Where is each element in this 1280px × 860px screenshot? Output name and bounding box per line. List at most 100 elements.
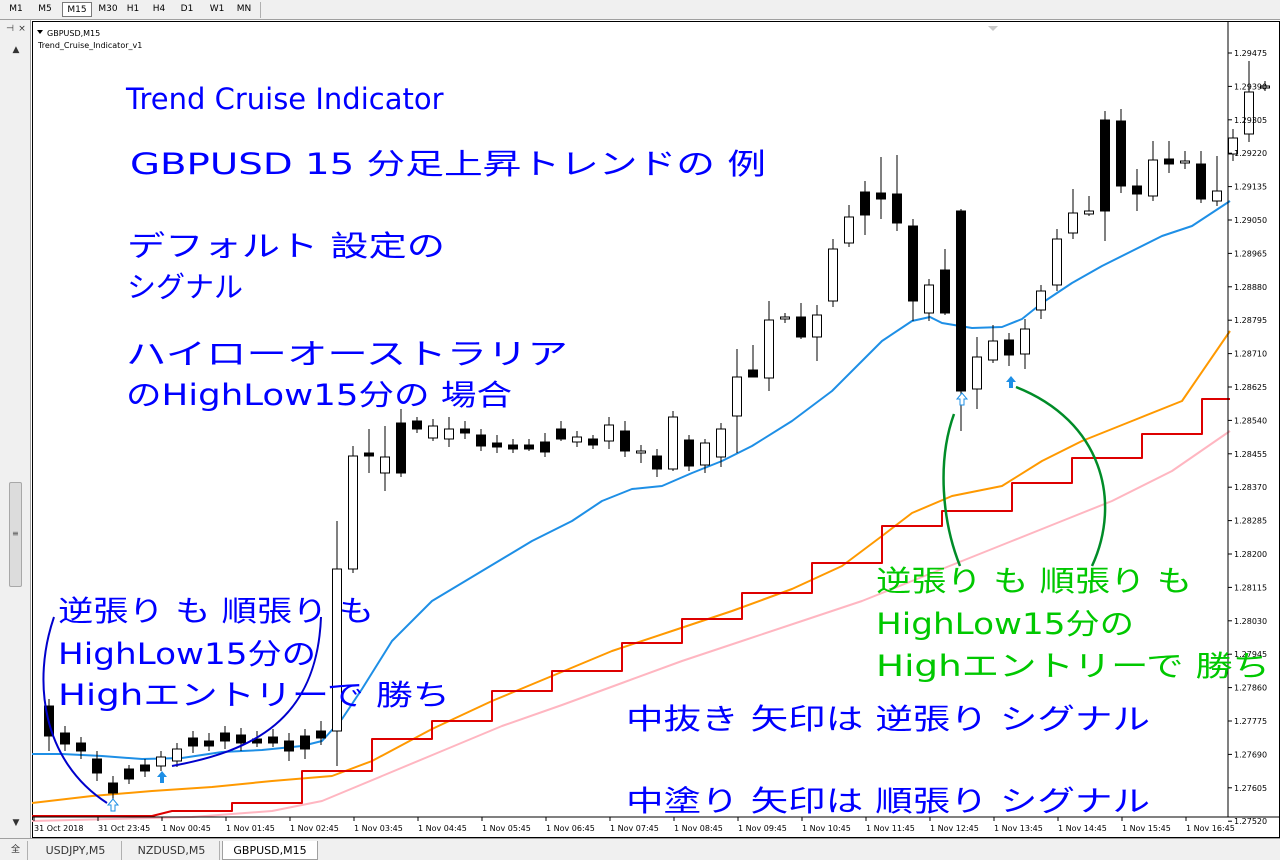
candle-bull bbox=[988, 340, 998, 361]
candle-bull bbox=[1260, 85, 1270, 89]
timeframe-d1-button[interactable]: D1 bbox=[180, 4, 194, 14]
price-label: 1.29220 bbox=[1234, 149, 1267, 158]
price-label: 1.29135 bbox=[1234, 183, 1267, 192]
right-note-line3: Highエントリーで 勝ち bbox=[876, 649, 1270, 683]
candle-bear bbox=[588, 438, 598, 446]
timeframe-w1-button[interactable]: W1 bbox=[209, 4, 225, 14]
candle-bear bbox=[860, 191, 870, 216]
timeframe-h4-button[interactable]: H4 bbox=[152, 4, 166, 14]
vertical-scrollbar-thumb[interactable]: ≡ bbox=[9, 482, 22, 587]
candle-bull bbox=[1244, 91, 1254, 135]
hollow-arrow-icon bbox=[106, 798, 120, 812]
candle-bear bbox=[1004, 339, 1014, 356]
price-label: 1.28795 bbox=[1234, 316, 1267, 325]
annotation-default-line1: デフォルト 設定の bbox=[127, 229, 445, 263]
indicator-lines bbox=[31, 200, 1231, 822]
candle-bear bbox=[508, 444, 518, 450]
candle-bear bbox=[268, 736, 278, 744]
timeframe-m1-button[interactable]: M1 bbox=[9, 4, 23, 14]
dropdown-triangle-icon[interactable] bbox=[37, 30, 43, 34]
annotation-subtitle: GBPUSD 15 分足上昇トレンドの 例 bbox=[130, 147, 766, 181]
candle-bull bbox=[1212, 190, 1222, 202]
left-panel-strip: ⊣ × ▲ ≡ ▼ bbox=[0, 20, 31, 840]
time-label: 1 Nov 12:45 bbox=[930, 824, 979, 833]
tab-menu-icon[interactable]: 全 bbox=[4, 841, 28, 860]
timeframe-m15-button[interactable]: M15 bbox=[62, 2, 92, 17]
candle-bull bbox=[380, 456, 390, 474]
close-icon[interactable]: × bbox=[18, 24, 26, 34]
price-label: 1.28030 bbox=[1234, 617, 1267, 626]
pin-icon[interactable]: ⊣ bbox=[6, 24, 14, 34]
candle-bull bbox=[1180, 160, 1190, 164]
candle-bull bbox=[732, 376, 742, 417]
candle-bull bbox=[636, 450, 646, 454]
candle-bear bbox=[652, 455, 662, 470]
price-label: 1.28285 bbox=[1234, 517, 1267, 526]
candle-bear bbox=[108, 782, 118, 794]
candle-bear bbox=[284, 740, 294, 752]
price-label: 1.28710 bbox=[1234, 350, 1267, 359]
candle-bull bbox=[1084, 210, 1094, 215]
indicator-label: Trend_Cruise_Indicator_v1 bbox=[37, 41, 142, 50]
scroll-up-icon[interactable]: ▲ bbox=[12, 45, 20, 55]
candle-bear bbox=[92, 758, 102, 774]
time-label: 1 Nov 15:45 bbox=[1122, 824, 1171, 833]
price-label: 1.29050 bbox=[1234, 216, 1267, 225]
price-label: 1.28540 bbox=[1234, 416, 1267, 425]
time-label: 1 Nov 09:45 bbox=[738, 824, 787, 833]
candle-bear bbox=[620, 430, 630, 452]
candle-bear bbox=[748, 369, 758, 378]
annotation-broker-line1: ハイローオーストラリア bbox=[126, 337, 568, 371]
timeframe-m5-button[interactable]: M5 bbox=[38, 4, 52, 14]
right-curve-a bbox=[942, 413, 962, 567]
candle-bear bbox=[1196, 163, 1206, 200]
tab-gbpusd-m15[interactable]: GBPUSD,M15 bbox=[222, 841, 318, 860]
candle-bull bbox=[1068, 212, 1078, 234]
candle-bear bbox=[316, 730, 326, 739]
price-label: 1.27945 bbox=[1234, 650, 1267, 659]
tab-usdjpy-m5[interactable]: USDJPY,M5 bbox=[30, 841, 122, 860]
candle-bear bbox=[60, 732, 70, 745]
candle-bull bbox=[604, 424, 614, 442]
time-label: 1 Nov 08:45 bbox=[674, 824, 723, 833]
legend-hollow-arrow: 中抜き 矢印は 逆張り シグナル bbox=[626, 702, 1150, 736]
scroll-down-icon[interactable]: ▼ bbox=[12, 818, 20, 828]
price-label: 1.28455 bbox=[1234, 450, 1267, 459]
candle-bear bbox=[1100, 119, 1110, 212]
candle-bull bbox=[924, 284, 934, 314]
timeframe-h1-button[interactable]: H1 bbox=[126, 4, 140, 14]
price-label: 1.27690 bbox=[1234, 750, 1267, 759]
candle-bull bbox=[764, 319, 774, 379]
candle-bull bbox=[1148, 159, 1158, 197]
candle-bear bbox=[300, 735, 310, 750]
candle-bear bbox=[140, 764, 150, 772]
price-chart[interactable]: 1.29475 1.29390 1.29305 1.29220 1.29135 1.290… bbox=[31, 21, 1280, 838]
candle-bear bbox=[876, 192, 886, 200]
annotation-curves bbox=[42, 385, 1107, 804]
candle-bear bbox=[1164, 158, 1174, 165]
candle-bear bbox=[684, 439, 694, 467]
candle-bull bbox=[428, 425, 438, 439]
tab-nzdusd-m5[interactable]: NZDUSD,M5 bbox=[124, 841, 220, 860]
candle-bull bbox=[828, 248, 838, 302]
candle-bear bbox=[364, 452, 374, 457]
candle-bull bbox=[444, 428, 454, 440]
candle-bull bbox=[700, 442, 710, 466]
time-label: 1 Nov 06:45 bbox=[546, 824, 595, 833]
candle-bull bbox=[1020, 328, 1030, 355]
filled-arrow-icon bbox=[157, 771, 167, 783]
time-label: 1 Nov 04:45 bbox=[418, 824, 467, 833]
candle-bear bbox=[220, 732, 230, 742]
one-click-trading-icon[interactable] bbox=[988, 26, 998, 31]
time-label: 1 Nov 01:45 bbox=[226, 824, 275, 833]
candle-bull bbox=[844, 216, 854, 244]
candle-bull bbox=[1052, 238, 1062, 286]
price-label: 1.27775 bbox=[1234, 717, 1267, 726]
signal-arrows bbox=[106, 376, 1016, 812]
price-label: 1.29475 bbox=[1234, 49, 1267, 58]
timeframe-m30-button[interactable]: M30 bbox=[98, 4, 118, 14]
timeframe-mn-button[interactable]: MN bbox=[236, 4, 252, 14]
candle-bear bbox=[1116, 120, 1126, 187]
candle-bear bbox=[188, 737, 198, 747]
candle-bear bbox=[908, 225, 918, 302]
